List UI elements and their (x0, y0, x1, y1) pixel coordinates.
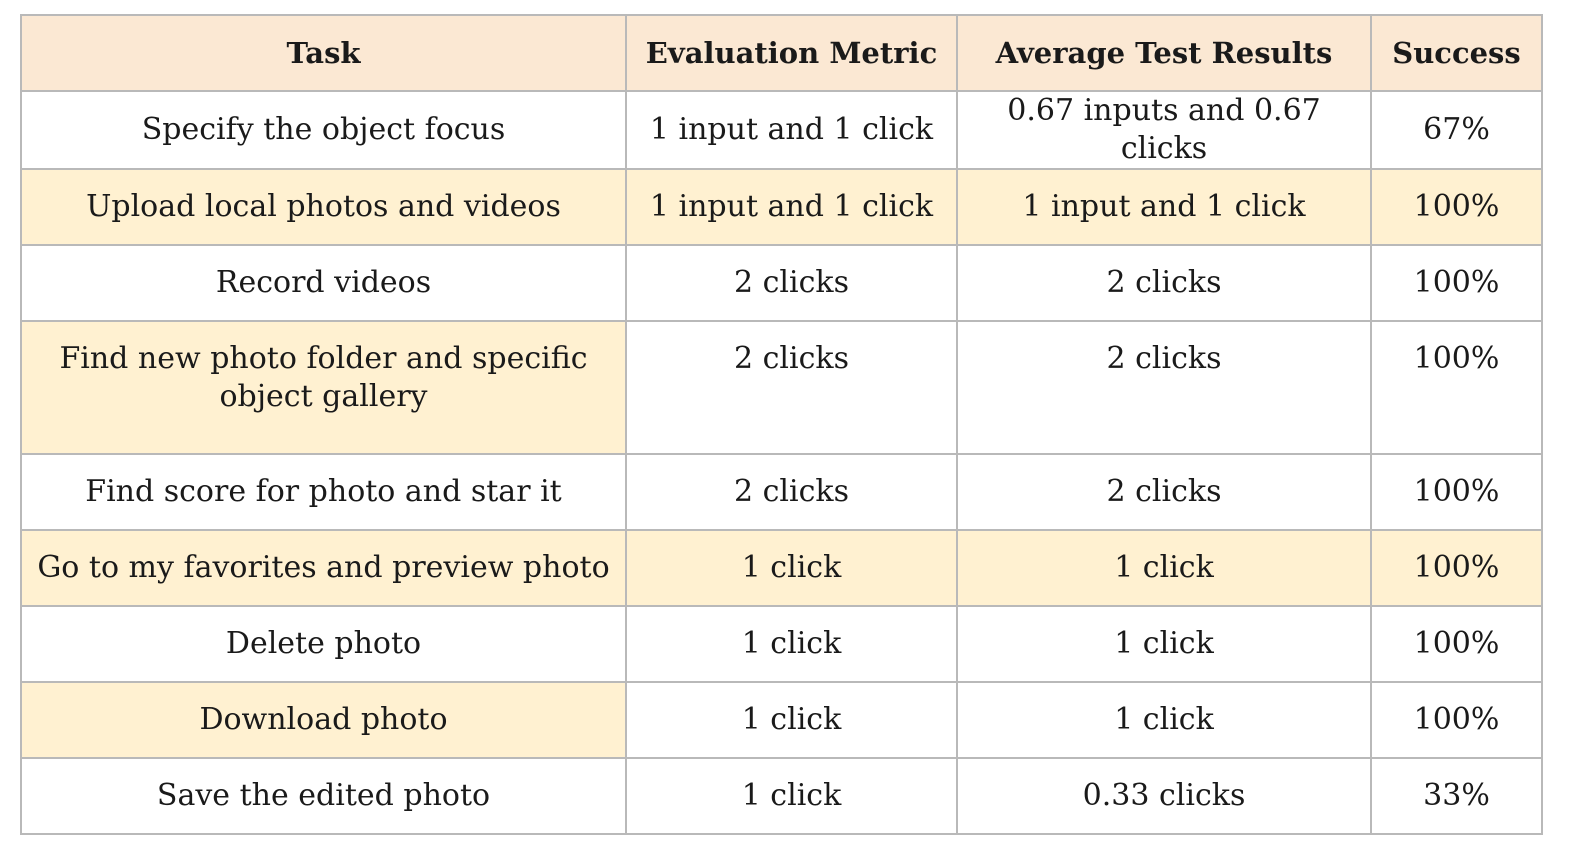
cell-metric: 1 click (625, 757, 958, 835)
table-row: Download photo 1 click 1 click 100% (20, 681, 1543, 759)
cell-task: Delete photo (20, 605, 627, 683)
cell-metric: 1 click (625, 605, 958, 683)
cell-success: 33% (1370, 757, 1543, 835)
usability-results-table: Task Evaluation Metric Average Test Resu… (20, 14, 1543, 835)
header-evaluation-metric: Evaluation Metric (625, 14, 958, 92)
cell-metric: 1 click (625, 681, 958, 759)
cell-metric: 2 clicks (625, 320, 958, 455)
cell-success: 100% (1370, 453, 1543, 531)
table-row: Upload local photos and videos 1 input a… (20, 168, 1543, 246)
cell-success: 67% (1370, 90, 1543, 170)
cell-task: Find score for photo and star it (20, 453, 627, 531)
cell-task: Upload local photos and videos (20, 168, 627, 246)
cell-task: Find new photo folder and specific objec… (20, 320, 627, 455)
cell-task: Record videos (20, 244, 627, 322)
cell-task: Go to my favorites and preview photo (20, 529, 627, 607)
cell-metric: 1 input and 1 click (625, 90, 958, 170)
cell-metric: 1 input and 1 click (625, 168, 958, 246)
table-row: Go to my favorites and preview photo 1 c… (20, 529, 1543, 607)
cell-average: 2 clicks (956, 320, 1372, 455)
cell-average: 2 clicks (956, 453, 1372, 531)
cell-average: 0.67 inputs and 0.67 clicks (956, 90, 1372, 170)
cell-success: 100% (1370, 168, 1543, 246)
cell-average: 2 clicks (956, 244, 1372, 322)
cell-average: 1 click (956, 681, 1372, 759)
table-row: Save the edited photo 1 click 0.33 click… (20, 757, 1543, 835)
cell-average: 1 click (956, 529, 1372, 607)
table-header-row: Task Evaluation Metric Average Test Resu… (20, 14, 1543, 92)
cell-task: Specify the object focus (20, 90, 627, 170)
cell-success: 100% (1370, 244, 1543, 322)
cell-success: 100% (1370, 605, 1543, 683)
cell-success: 100% (1370, 529, 1543, 607)
cell-average: 0.33 clicks (956, 757, 1372, 835)
cell-average: 1 input and 1 click (956, 168, 1372, 246)
header-success: Success (1370, 14, 1543, 92)
results-table-container: Task Evaluation Metric Average Test Resu… (20, 14, 1543, 835)
header-average-test-results: Average Test Results (956, 14, 1372, 92)
cell-task: Save the edited photo (20, 757, 627, 835)
cell-success: 100% (1370, 681, 1543, 759)
cell-metric: 1 click (625, 529, 958, 607)
header-task: Task (20, 14, 627, 92)
cell-metric: 2 clicks (625, 244, 958, 322)
table-row: Find score for photo and star it 2 click… (20, 453, 1543, 531)
table-row: Specify the object focus 1 input and 1 c… (20, 90, 1543, 170)
cell-task: Download photo (20, 681, 627, 759)
cell-average: 1 click (956, 605, 1372, 683)
table-row: Find new photo folder and specific objec… (20, 320, 1543, 455)
cell-metric: 2 clicks (625, 453, 958, 531)
cell-success: 100% (1370, 320, 1543, 455)
table-row: Record videos 2 clicks 2 clicks 100% (20, 244, 1543, 322)
table-row: Delete photo 1 click 1 click 100% (20, 605, 1543, 683)
